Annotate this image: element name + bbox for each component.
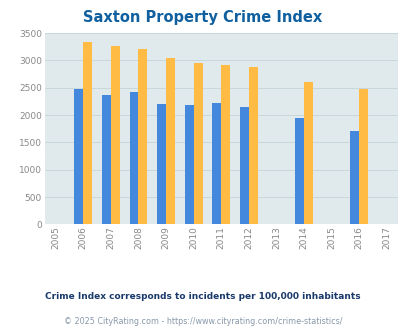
Bar: [358, 89, 367, 224]
Bar: [350, 131, 358, 224]
Bar: [303, 82, 312, 224]
Bar: [221, 65, 230, 224]
Text: Crime Index corresponds to incidents per 100,000 inhabitants: Crime Index corresponds to incidents per…: [45, 292, 360, 301]
Bar: [184, 105, 193, 224]
Bar: [83, 42, 92, 224]
Bar: [212, 103, 221, 224]
Bar: [166, 58, 175, 224]
Bar: [294, 118, 303, 224]
Bar: [102, 95, 111, 224]
Bar: [138, 49, 147, 224]
Text: Saxton Property Crime Index: Saxton Property Crime Index: [83, 10, 322, 25]
Bar: [129, 91, 138, 224]
Bar: [74, 89, 83, 224]
Bar: [193, 62, 202, 224]
Text: © 2025 CityRating.com - https://www.cityrating.com/crime-statistics/: © 2025 CityRating.com - https://www.city…: [64, 317, 341, 326]
Bar: [111, 46, 119, 224]
Bar: [239, 107, 248, 224]
Bar: [157, 104, 166, 224]
Legend: Saxton, Pennsylvania, National: Saxton, Pennsylvania, National: [82, 329, 359, 330]
Bar: [248, 67, 257, 224]
